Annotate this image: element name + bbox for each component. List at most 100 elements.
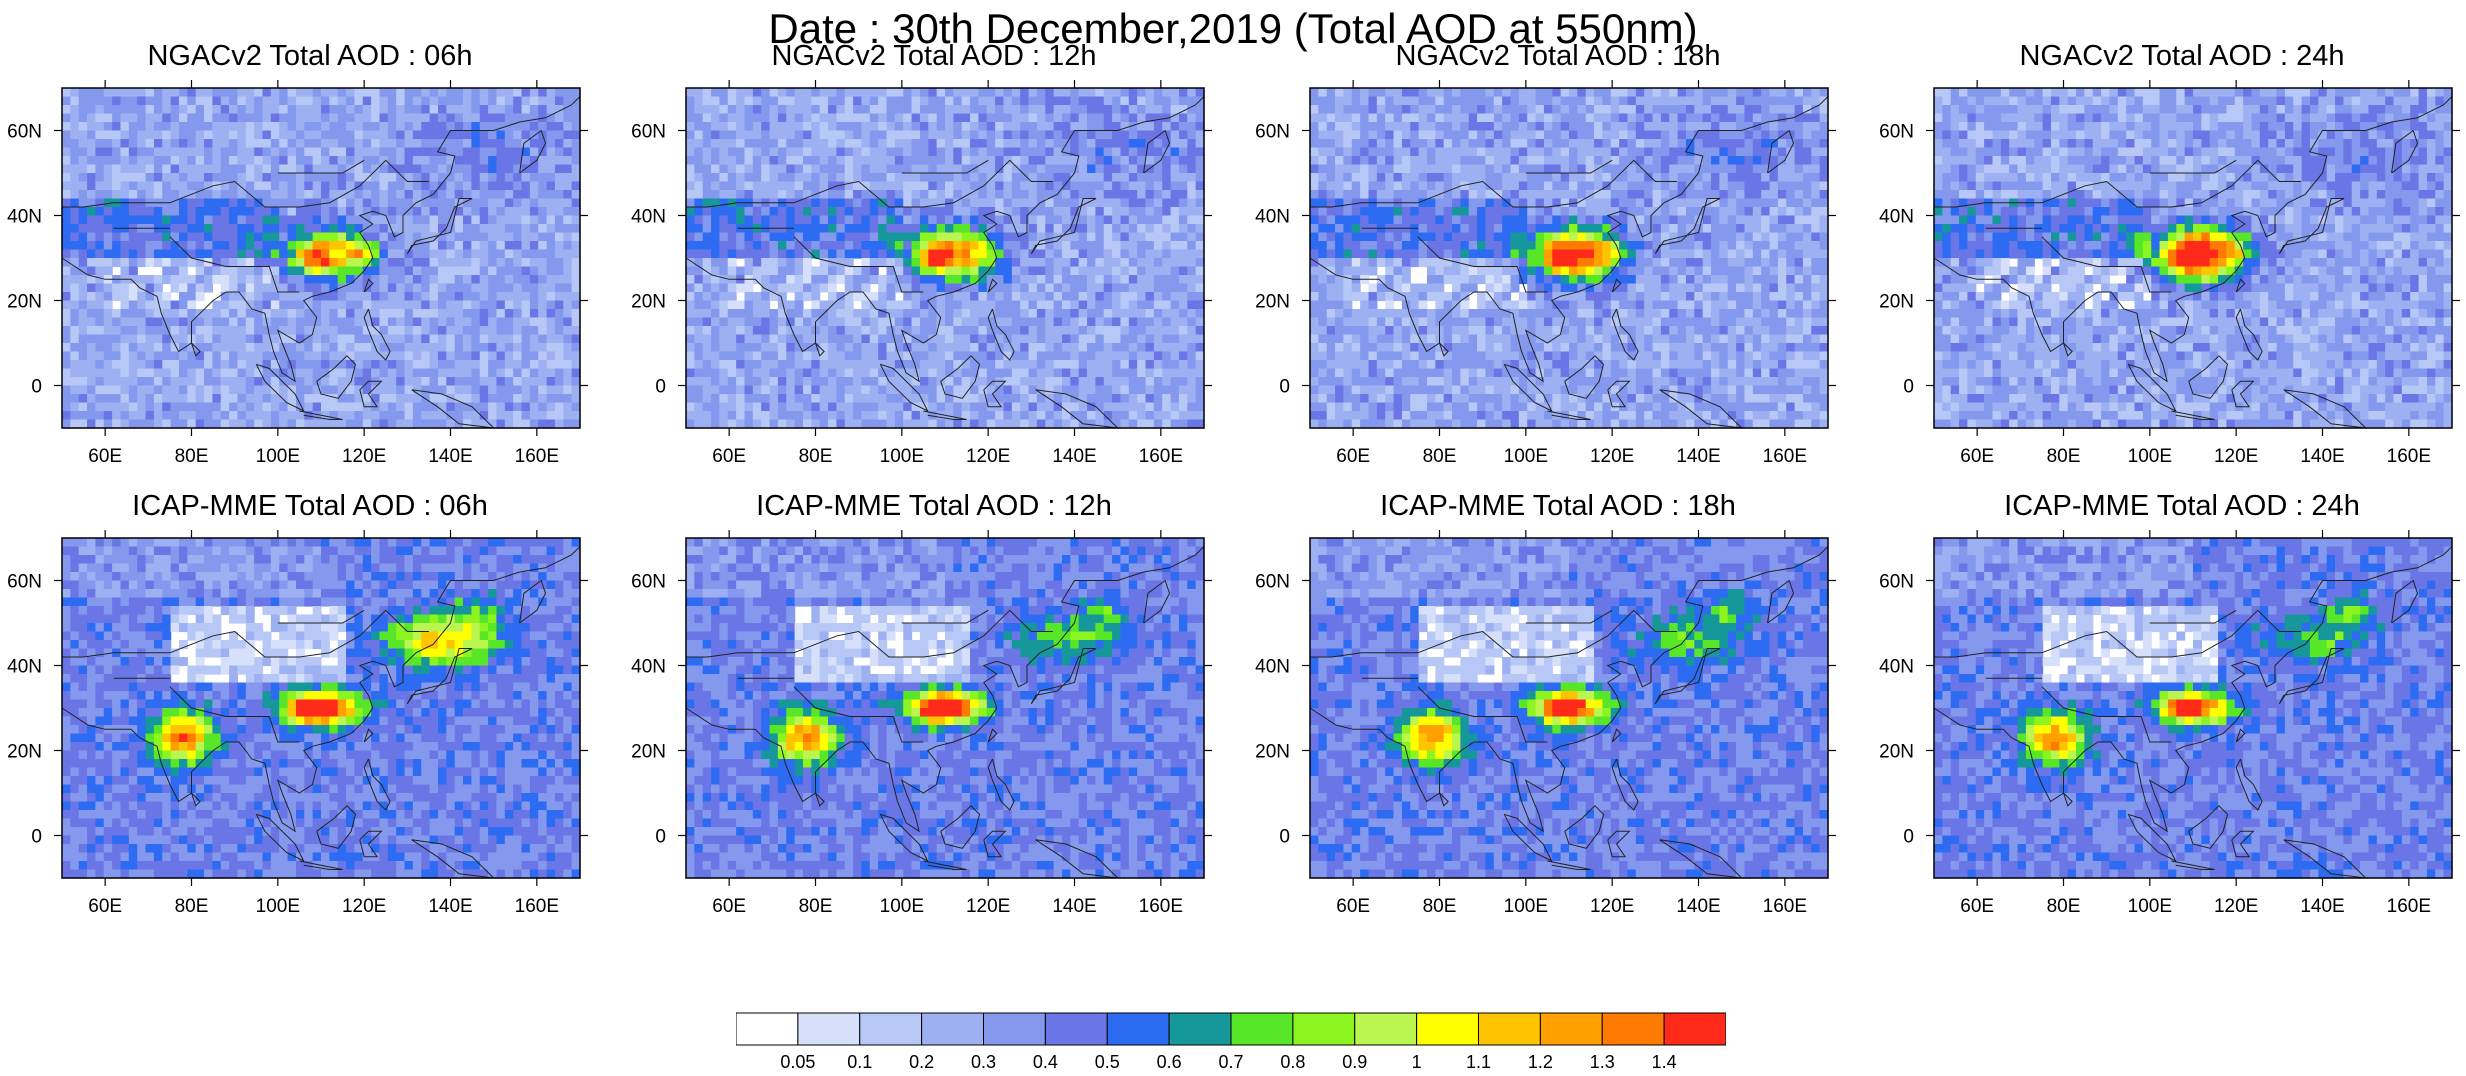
lat-tick-label: 20N [1255, 292, 1290, 313]
colorbar-label: 1.1 [1466, 1052, 1491, 1073]
colorbar-swatch [1355, 1013, 1417, 1045]
aod-map: 60E 80E 100E 120E 140E 160E 60N 40N 20N 0 [0, 488, 620, 944]
colorbar-label: 1.4 [1652, 1052, 1677, 1073]
lon-tick-label: 120E [342, 896, 386, 917]
lat-tick-label: 0 [655, 377, 666, 398]
colorbar-swatch [1045, 1013, 1107, 1045]
lat-tick-label: 60N [7, 122, 42, 143]
lat-tick-label: 60N [1879, 122, 1914, 143]
colorbar-label: 0.8 [1280, 1052, 1305, 1073]
lon-tick-label: 140E [428, 896, 472, 917]
colorbar-label: 0.6 [1157, 1052, 1182, 1073]
colorbar-swatch [736, 1013, 798, 1045]
lat-tick-label: 0 [1279, 377, 1290, 398]
colorbar-label: 0.3 [971, 1052, 996, 1073]
lat-tick-label: 0 [31, 827, 42, 848]
lon-tick-label: 120E [342, 446, 386, 467]
lat-tick-label: 40N [7, 657, 42, 678]
colorbar-label: 0.9 [1342, 1052, 1367, 1073]
colorbar-swatch [1664, 1013, 1726, 1045]
colorbar-label: 0.2 [909, 1052, 934, 1073]
lon-tick-label: 140E [2300, 896, 2344, 917]
lon-tick-label: 160E [1139, 446, 1183, 467]
colorbar-swatch [1231, 1013, 1293, 1045]
colorbar-swatch [984, 1013, 1046, 1045]
lon-tick-label: 100E [880, 896, 924, 917]
lon-tick-label: 60E [88, 446, 122, 467]
colorbar-swatch [860, 1013, 922, 1045]
lon-tick-label: 100E [2128, 446, 2172, 467]
colorbar-swatch [1602, 1013, 1664, 1045]
colorbar-label: 1 [1412, 1052, 1422, 1073]
lat-tick-label: 0 [31, 377, 42, 398]
lon-tick-label: 60E [1960, 896, 1994, 917]
lon-tick-label: 100E [1504, 896, 1548, 917]
lat-tick-label: 20N [1879, 742, 1914, 763]
lon-tick-label: 80E [2047, 446, 2081, 467]
lat-tick-label: 20N [1879, 292, 1914, 313]
lat-tick-label: 60N [631, 122, 666, 143]
lat-tick-label: 0 [1903, 827, 1914, 848]
lon-tick-label: 100E [256, 896, 300, 917]
lon-tick-label: 140E [1052, 896, 1096, 917]
lon-tick-label: 100E [2128, 896, 2172, 917]
lon-tick-label: 140E [1676, 896, 1720, 917]
lat-tick-label: 40N [1879, 657, 1914, 678]
lat-tick-label: 0 [1903, 377, 1914, 398]
lon-tick-label: 120E [1590, 896, 1634, 917]
lon-tick-label: 100E [1504, 446, 1548, 467]
lon-tick-label: 160E [1139, 896, 1183, 917]
lon-tick-label: 120E [966, 446, 1010, 467]
lon-tick-label: 80E [175, 446, 209, 467]
colorbar [736, 1012, 1726, 1048]
lat-tick-label: 40N [1255, 657, 1290, 678]
lat-tick-label: 40N [1879, 207, 1914, 228]
colorbar-swatch [798, 1013, 860, 1045]
lat-tick-label: 0 [655, 827, 666, 848]
colorbar-swatch [1540, 1013, 1602, 1045]
colorbar-label: 1.3 [1590, 1052, 1615, 1073]
lat-tick-label: 60N [1255, 572, 1290, 593]
lon-tick-label: 80E [1423, 896, 1457, 917]
lon-tick-label: 80E [799, 446, 833, 467]
colorbar-swatch [1479, 1013, 1541, 1045]
lon-tick-label: 120E [2214, 896, 2258, 917]
lon-tick-label: 80E [175, 896, 209, 917]
colorbar-label: 0.1 [847, 1052, 872, 1073]
lat-tick-label: 60N [7, 572, 42, 593]
lon-tick-label: 160E [2387, 446, 2431, 467]
lon-tick-label: 140E [1676, 446, 1720, 467]
lat-tick-label: 0 [1279, 827, 1290, 848]
lat-tick-label: 20N [7, 742, 42, 763]
lon-tick-label: 120E [1590, 446, 1634, 467]
lat-tick-label: 40N [631, 207, 666, 228]
colorbar-label: 0.7 [1218, 1052, 1243, 1073]
lon-tick-label: 160E [515, 896, 559, 917]
lon-tick-label: 60E [1336, 896, 1370, 917]
colorbar-label: 0.05 [780, 1052, 815, 1073]
lon-tick-label: 80E [799, 896, 833, 917]
lon-tick-label: 60E [1960, 446, 1994, 467]
lon-tick-label: 160E [515, 446, 559, 467]
lon-tick-label: 160E [1763, 446, 1807, 467]
lat-tick-label: 20N [7, 292, 42, 313]
lon-tick-label: 140E [2300, 446, 2344, 467]
colorbar-label: 0.4 [1033, 1052, 1058, 1073]
lat-tick-label: 20N [631, 742, 666, 763]
colorbar-label: 0.5 [1095, 1052, 1120, 1073]
lon-tick-label: 60E [88, 896, 122, 917]
